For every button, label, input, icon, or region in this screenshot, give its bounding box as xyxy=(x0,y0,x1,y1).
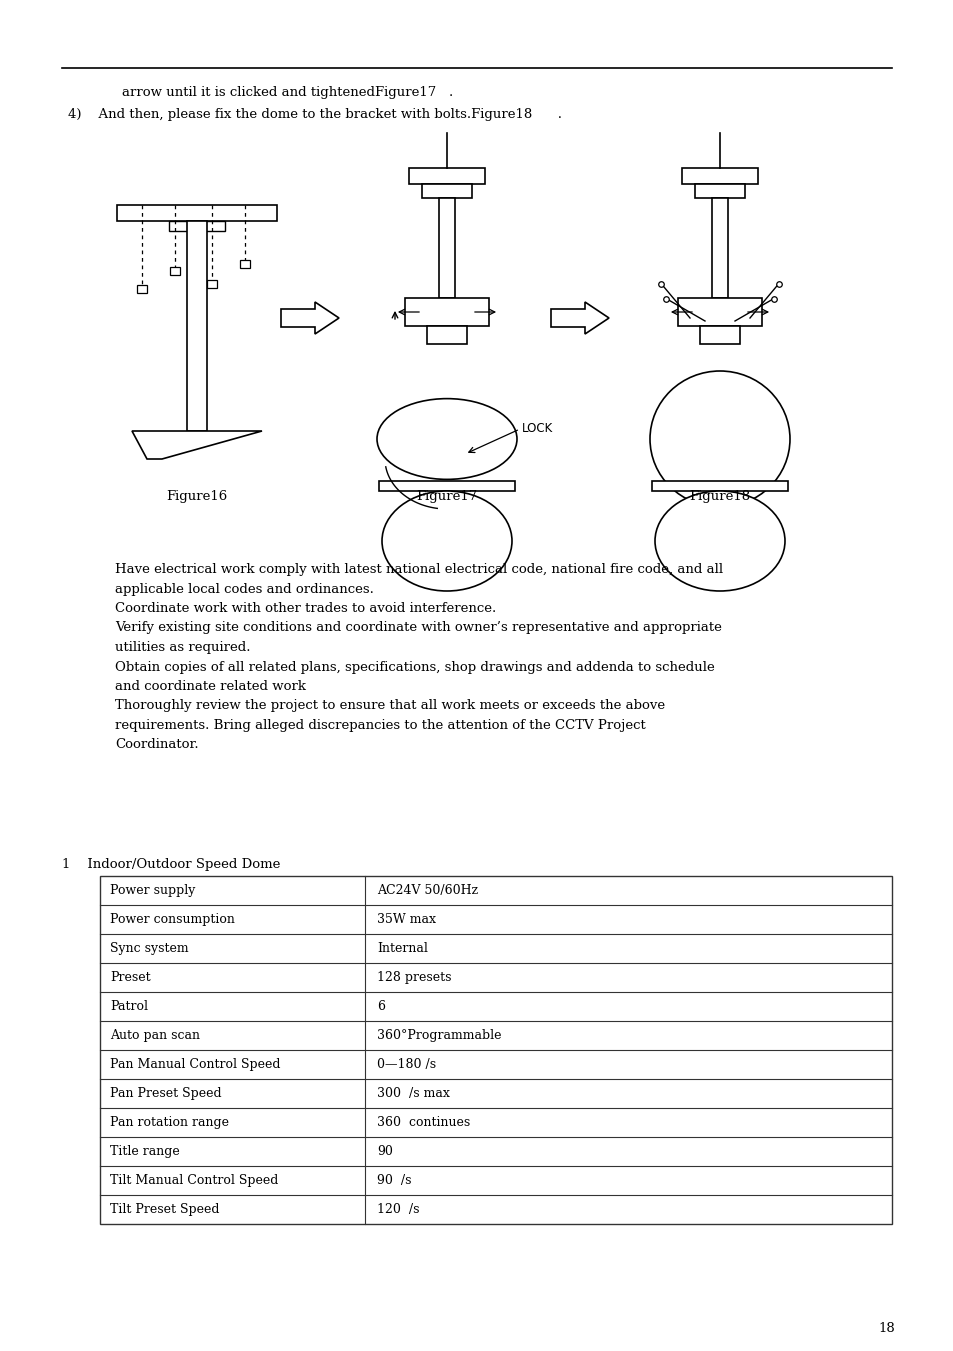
Text: Pan Preset Speed: Pan Preset Speed xyxy=(110,1088,221,1100)
Text: Thoroughly review the project to ensure that all work meets or exceeds the above: Thoroughly review the project to ensure … xyxy=(115,700,664,712)
Bar xyxy=(427,326,467,345)
Text: Figure16: Figure16 xyxy=(166,490,228,503)
Text: 4)    And then, please fix the dome to the bracket with bolts.Figure18      .: 4) And then, please fix the dome to the … xyxy=(68,108,561,122)
Bar xyxy=(438,199,455,299)
Text: 360  continues: 360 continues xyxy=(376,1116,470,1129)
Bar xyxy=(681,168,758,184)
Text: Coordinator.: Coordinator. xyxy=(115,739,198,751)
Bar xyxy=(187,222,207,431)
Bar xyxy=(378,481,515,490)
Text: Title range: Title range xyxy=(110,1146,179,1158)
Bar xyxy=(651,481,787,490)
Text: AC24V 50/60Hz: AC24V 50/60Hz xyxy=(376,884,477,897)
Text: 90: 90 xyxy=(376,1146,393,1158)
Text: Figure17: Figure17 xyxy=(416,490,477,503)
Text: LOCK: LOCK xyxy=(521,423,553,435)
Ellipse shape xyxy=(376,399,517,480)
Text: 18: 18 xyxy=(877,1323,894,1335)
Text: Coordinate work with other trades to avoid interference.: Coordinate work with other trades to avo… xyxy=(115,603,496,615)
Text: Pan Manual Control Speed: Pan Manual Control Speed xyxy=(110,1058,280,1071)
Text: 35W max: 35W max xyxy=(376,913,436,925)
Text: arrow until it is clicked and tightenedFigure17   .: arrow until it is clicked and tightenedF… xyxy=(122,86,453,99)
Text: utilities as required.: utilities as required. xyxy=(115,640,251,654)
Text: Obtain copies of all related plans, specifications, shop drawings and addenda to: Obtain copies of all related plans, spec… xyxy=(115,661,714,674)
Text: applicable local codes and ordinances.: applicable local codes and ordinances. xyxy=(115,582,374,596)
Text: Patrol: Patrol xyxy=(110,1000,148,1013)
Bar xyxy=(405,299,489,326)
Text: 0—180 /s: 0—180 /s xyxy=(376,1058,436,1071)
Text: Pan rotation range: Pan rotation range xyxy=(110,1116,229,1129)
Text: Verify existing site conditions and coordinate with owner’s representative and a: Verify existing site conditions and coor… xyxy=(115,621,721,635)
Text: 120  /s: 120 /s xyxy=(376,1202,419,1216)
Text: and coordinate related work: and coordinate related work xyxy=(115,680,306,693)
Bar xyxy=(409,168,484,184)
Text: 360°Programmable: 360°Programmable xyxy=(376,1029,501,1042)
Bar xyxy=(117,205,276,222)
Bar xyxy=(678,299,761,326)
Ellipse shape xyxy=(381,490,512,590)
Bar xyxy=(695,184,744,199)
Text: Internal: Internal xyxy=(376,942,428,955)
Text: Tilt Preset Speed: Tilt Preset Speed xyxy=(110,1202,219,1216)
Text: 300  /s max: 300 /s max xyxy=(376,1088,450,1100)
Bar xyxy=(170,267,180,276)
Polygon shape xyxy=(551,303,608,334)
Bar xyxy=(240,259,250,267)
Text: Have electrical work comply with latest national electrical code, national fire : Have electrical work comply with latest … xyxy=(115,563,722,576)
Text: Auto pan scan: Auto pan scan xyxy=(110,1029,200,1042)
Text: requirements. Bring alleged discrepancies to the attention of the CCTV Project: requirements. Bring alleged discrepancie… xyxy=(115,719,645,732)
Ellipse shape xyxy=(649,372,789,507)
Bar xyxy=(137,285,147,293)
Text: Sync system: Sync system xyxy=(110,942,189,955)
Text: Figure18: Figure18 xyxy=(689,490,750,503)
Bar xyxy=(207,280,216,288)
Text: Preset: Preset xyxy=(110,971,151,984)
Text: Power supply: Power supply xyxy=(110,884,195,897)
Bar xyxy=(421,184,472,199)
Ellipse shape xyxy=(655,490,784,590)
Text: 90  /s: 90 /s xyxy=(376,1174,411,1188)
Text: 128 presets: 128 presets xyxy=(376,971,451,984)
Polygon shape xyxy=(132,431,262,459)
Polygon shape xyxy=(281,303,338,334)
Bar xyxy=(169,222,225,231)
Text: Power consumption: Power consumption xyxy=(110,913,234,925)
Text: 1    Indoor/Outdoor Speed Dome: 1 Indoor/Outdoor Speed Dome xyxy=(62,858,280,871)
Text: 6: 6 xyxy=(376,1000,385,1013)
Text: Tilt Manual Control Speed: Tilt Manual Control Speed xyxy=(110,1174,278,1188)
Bar xyxy=(711,199,727,299)
Bar xyxy=(700,326,740,345)
Bar xyxy=(100,875,891,1224)
